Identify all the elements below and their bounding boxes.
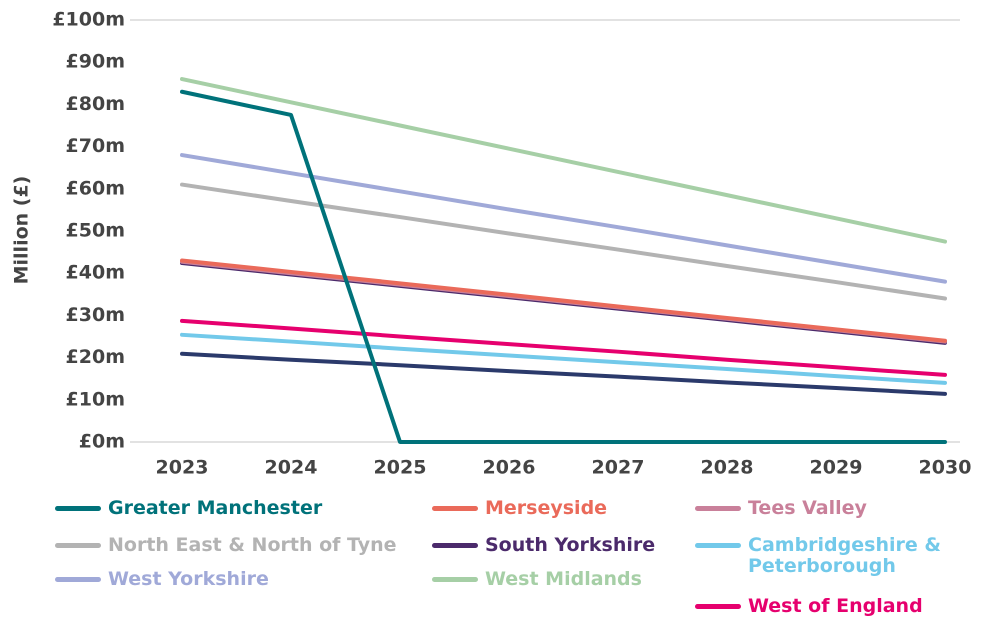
legend-label: Cambridgeshire & Peterborough	[748, 534, 941, 577]
legend-item: South Yorkshire	[432, 535, 685, 556]
legend-swatch	[695, 506, 741, 511]
series-line	[180, 318, 947, 377]
y-tick-label: £10m	[66, 388, 125, 410]
x-tick-label: 2029	[810, 457, 863, 479]
y-axis-label: Million (£)	[11, 176, 33, 285]
x-tick-label: 2026	[483, 457, 536, 479]
legend-swatch	[432, 577, 478, 582]
legend-swatch	[432, 543, 478, 548]
y-tick-label: £70m	[66, 135, 125, 157]
y-tick-label: £20m	[66, 346, 125, 368]
series-line	[180, 77, 947, 244]
legend-label: Greater Manchester	[108, 497, 323, 519]
legend-swatch	[695, 604, 741, 609]
legend-item: North East & North of Tyne	[55, 535, 428, 556]
series-line	[180, 258, 947, 343]
legend-item: Greater Manchester	[55, 498, 428, 519]
legend-label: Merseyside	[485, 497, 608, 519]
x-tick-label: 2024	[265, 457, 318, 479]
legend-swatch	[55, 506, 101, 511]
series-line	[180, 332, 947, 385]
x-tick-label: 2025	[374, 457, 427, 479]
legend-item: Cambridgeshire & Peterborough	[695, 535, 948, 577]
legend-item: West of England	[695, 596, 948, 617]
legend-swatch	[55, 543, 101, 548]
legend-item: West Yorkshire	[55, 569, 428, 590]
series-line	[180, 153, 947, 284]
legend-label: Tees Valley	[748, 497, 867, 519]
legend-item: West Midlands	[432, 569, 685, 590]
y-tick-label: £100m	[52, 9, 125, 31]
series-line	[180, 351, 947, 396]
series-line	[180, 89, 947, 444]
legend-label: West Midlands	[485, 568, 642, 590]
y-tick-label: £30m	[66, 304, 125, 326]
legend-swatch	[432, 506, 478, 511]
legend-label: North East & North of Tyne	[108, 534, 397, 556]
legend-label: West Yorkshire	[108, 568, 269, 590]
y-tick-label: £40m	[66, 262, 125, 284]
y-tick-label: £0m	[79, 431, 125, 453]
series-line	[180, 182, 947, 301]
y-tick-label: £60m	[66, 177, 125, 199]
x-tick-label: 2028	[701, 457, 754, 479]
legend-swatch	[55, 577, 101, 582]
legend-label: South Yorkshire	[485, 534, 656, 556]
x-tick-label: 2030	[919, 457, 972, 479]
legend-swatch	[695, 543, 741, 548]
legend-label: West of England	[748, 595, 923, 617]
y-tick-label: £50m	[66, 220, 125, 242]
legend-item: Tees Valley	[695, 498, 948, 519]
y-tick-label: £90m	[66, 51, 125, 73]
legend-item: Merseyside	[432, 498, 685, 519]
y-tick-label: £80m	[66, 93, 125, 115]
x-tick-label: 2023	[156, 457, 209, 479]
x-tick-label: 2027	[592, 457, 645, 479]
